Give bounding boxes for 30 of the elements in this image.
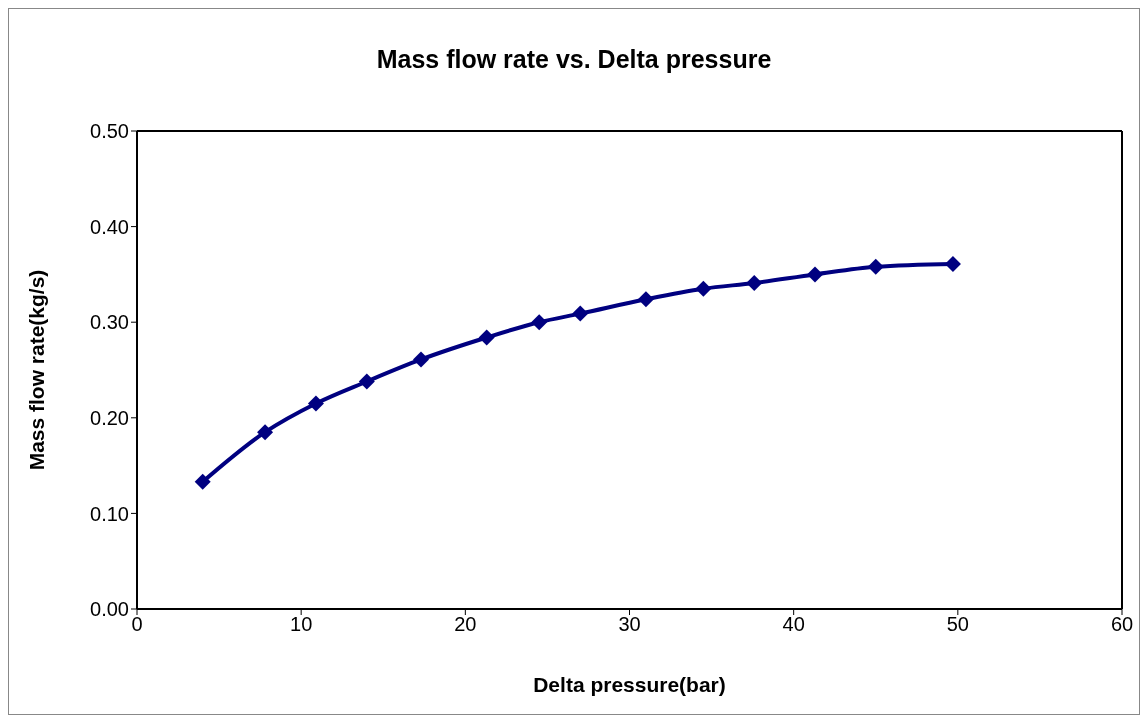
x-axis-title: Delta pressure(bar) bbox=[533, 673, 726, 696]
point bbox=[194, 473, 211, 490]
x-tick-label: 60 bbox=[1110, 613, 1134, 636]
y-tick-label: 0.40 bbox=[90, 215, 129, 238]
y-axis-title: Mass flow rate(kg/s) bbox=[25, 269, 49, 471]
point bbox=[867, 258, 884, 275]
x-tick-label: 20 bbox=[454, 613, 477, 636]
y-tick-label: 0.30 bbox=[90, 311, 129, 334]
point bbox=[307, 395, 324, 412]
y-tick-label: 0.10 bbox=[90, 502, 129, 525]
point bbox=[531, 314, 548, 331]
point bbox=[257, 424, 274, 441]
point bbox=[746, 275, 763, 291]
point bbox=[695, 280, 712, 297]
x-tick-label: 50 bbox=[946, 613, 969, 636]
y-tick-label: 0.20 bbox=[90, 406, 129, 429]
point bbox=[637, 291, 654, 308]
point bbox=[944, 255, 961, 272]
x-tick-label: 30 bbox=[618, 613, 641, 636]
x-tick-label: 40 bbox=[782, 613, 805, 636]
y-tick-label: 0.50 bbox=[90, 120, 129, 143]
point bbox=[413, 351, 430, 368]
chart-title: Mass flow rate vs. Delta pressure bbox=[375, 45, 773, 74]
point bbox=[572, 305, 589, 322]
x-tick-label: 0 bbox=[131, 613, 143, 636]
point bbox=[478, 329, 495, 346]
point bbox=[807, 266, 824, 283]
x-tick-label: 10 bbox=[290, 613, 313, 636]
y-tick-label: 0.00 bbox=[90, 598, 129, 621]
point bbox=[358, 373, 375, 390]
